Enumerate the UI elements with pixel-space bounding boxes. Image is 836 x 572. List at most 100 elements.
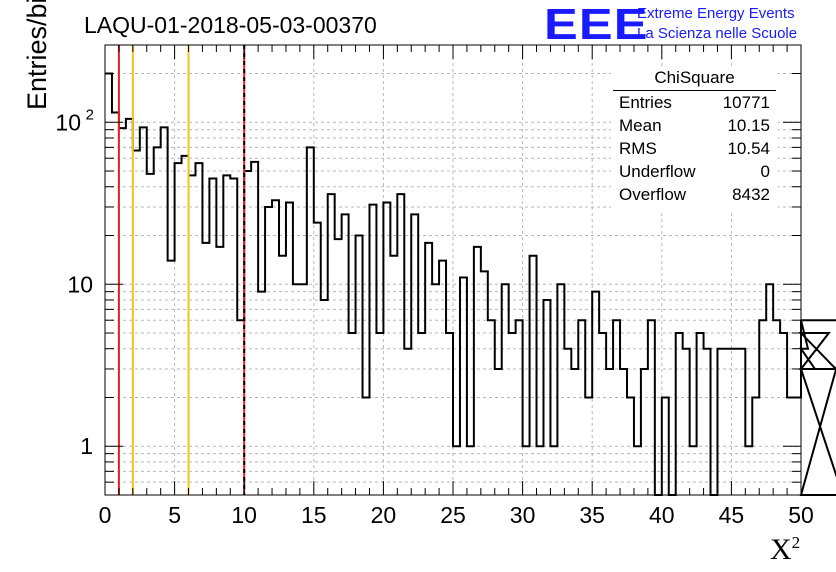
histogram-bin [752,397,759,495]
histogram-bin [126,119,133,495]
stats-value: 10.54 [727,139,770,158]
histogram-bin [453,446,460,495]
histogram-line [105,72,836,496]
histogram-bin [683,349,690,495]
stats-box: ChiSquare Entries 10771 Mean 10.15 RMS 10.5… [611,66,778,210]
histogram-bin [766,284,773,495]
stats-row: Mean 10.15 [611,114,778,137]
x-tick-label: 10 [231,502,257,528]
histogram-bin [488,320,495,495]
histogram-bin [467,446,474,495]
histogram-bin [474,247,481,495]
histogram-bin [564,349,571,495]
histogram-bin [731,349,738,495]
histogram-bin [606,369,613,495]
histogram-bin [182,156,189,495]
histogram-bin [258,292,265,495]
histogram-bin [307,147,314,495]
histogram-bin [161,127,168,495]
x-axis-label-base: X [770,533,792,566]
stats-label: RMS [619,139,657,158]
x-tick-label: 20 [371,502,397,528]
histogram-bin [634,446,641,495]
histogram-bin [432,284,439,495]
histogram-bin [495,369,502,495]
histogram-bin [397,194,404,495]
stats-row: Overflow 8432 [611,183,778,206]
histogram-bin [557,284,564,495]
histogram-bin [342,214,349,495]
histogram-bin [627,397,634,495]
histogram-bin [418,333,425,495]
histogram-bin [648,320,655,495]
stats-row: Entries 10771 [611,91,778,114]
histogram-bin [773,320,780,495]
histogram-bin [571,369,578,495]
histogram-bin [237,320,244,495]
histogram-bin [724,349,731,495]
histogram-bin [376,333,383,495]
stats-row: Underflow 0 [611,160,778,183]
histogram-bin [314,223,321,495]
histogram-bin [662,397,669,495]
eee-logo: EEE [544,0,649,49]
histogram-bin [251,162,258,495]
histogram-bin [168,261,175,495]
logo-subtitle-2: La Scienza nelle Scuole [637,25,798,42]
histogram-bin [599,333,606,495]
histogram-bin [175,163,182,495]
histogram-bin [704,349,711,495]
histogram-bin [509,333,516,495]
x-axis-label-superscript: 2 [791,533,801,552]
histogram-bin [244,171,251,495]
stats-row: RMS 10.54 [611,137,778,160]
stats-label: Overflow [619,185,687,204]
histogram-bin [481,271,488,495]
histogram-bin [543,300,550,495]
tick-labels: 0 5 10 15 20 25 30 35 40 45 50 1 10 10 2 [55,106,813,528]
histogram-bin [780,333,787,495]
histogram-bin [335,239,342,495]
histogram-bin [759,320,766,495]
histogram-bin [530,256,537,495]
stats-label: Underflow [619,162,696,181]
histogram-bin [202,243,209,495]
histogram-bin [592,292,599,495]
histogram-bin [523,446,530,495]
x-axis-label: X2 [770,533,800,567]
x-tick-label: 25 [440,502,466,528]
stats-label: Entries [619,93,672,112]
x-tick-label: 30 [510,502,536,528]
histogram-bin [550,446,557,495]
plot-frame [104,44,802,496]
histogram-bin [460,278,467,495]
histogram-bin [223,175,230,495]
histogram-bin [209,178,216,495]
x-tick-label: 40 [649,502,675,528]
histogram-bin [745,446,752,495]
y-tick-label: 10 [67,271,93,297]
logo-subtitle-1: Extreme Energy Events [637,5,795,22]
histogram-bin [230,178,237,495]
x-tick-label: 45 [719,502,745,528]
stats-label: Mean [619,116,662,135]
stats-value: 10771 [722,93,770,112]
histogram-bin [300,284,307,495]
histogram-bin [404,349,411,495]
histogram-bin [537,446,544,495]
stats-title: ChiSquare [613,66,776,91]
histogram-bin [383,202,390,495]
histogram-bin [411,214,418,495]
histogram-bin [738,349,745,495]
histogram-bin [112,112,119,495]
histogram-bin [369,205,376,495]
reference-lines [117,45,246,495]
histogram-bin [578,320,585,495]
chart-title: LAQU-01-2018-05-03-00370 [84,12,377,38]
histogram-bin [133,150,140,495]
histogram-bin [189,175,196,495]
histogram-bin [279,256,286,495]
histogram-bin [293,284,300,495]
histogram-bin [516,320,523,495]
